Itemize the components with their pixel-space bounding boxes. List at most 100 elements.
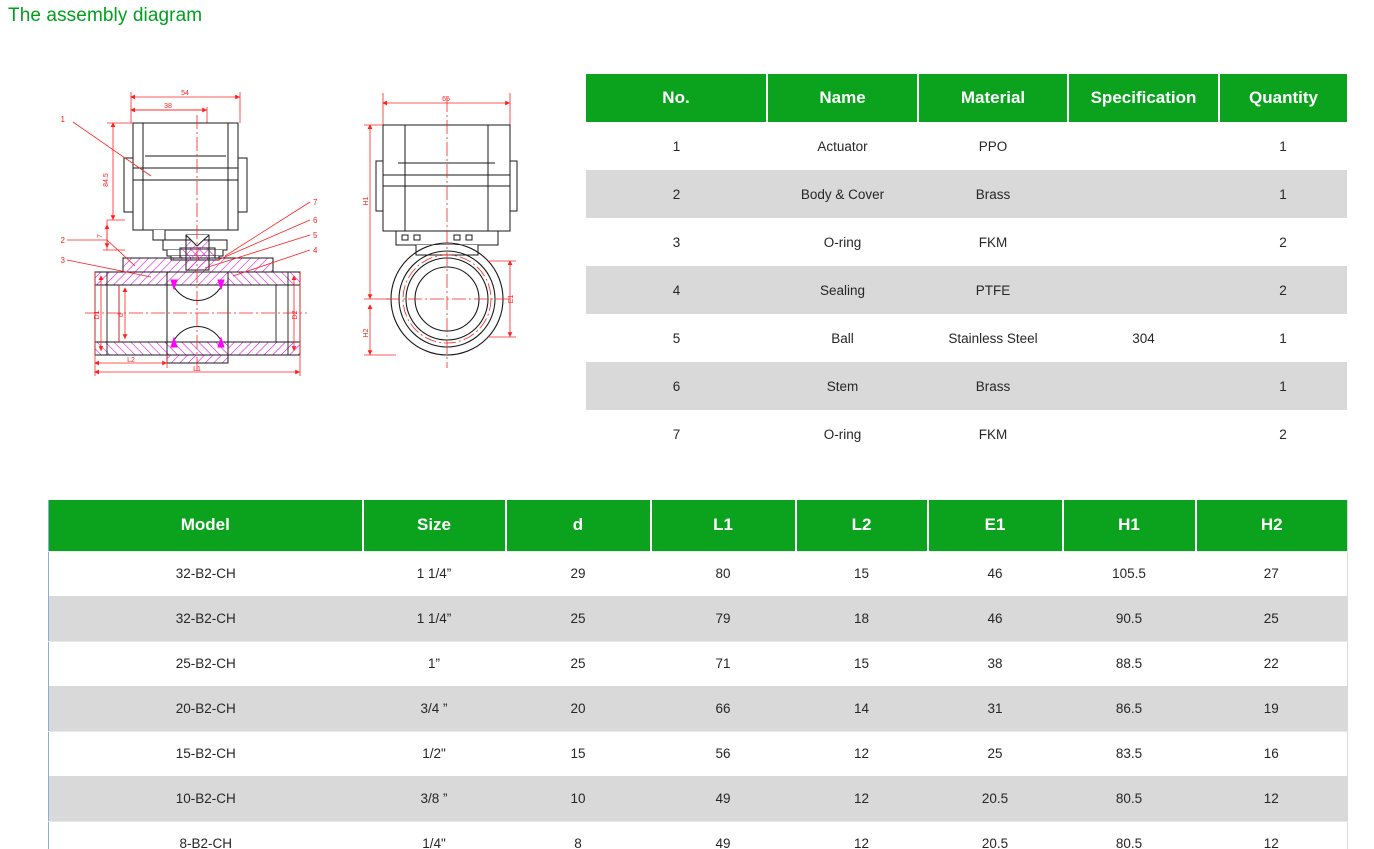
callout-1: 1	[61, 115, 66, 124]
parts-col-name: Name	[766, 74, 919, 122]
cell-e1: 46	[927, 550, 1063, 596]
cell-l1: 56	[650, 730, 796, 776]
dimension-label-D2: D2	[292, 310, 299, 319]
callout-5: 5	[313, 231, 317, 240]
cell-l1: 49	[650, 820, 796, 849]
cell-quantity: 1	[1219, 362, 1347, 410]
cell-name: O-ring	[767, 410, 918, 458]
cell-d: 20	[505, 686, 651, 731]
cell-material: PPO	[918, 122, 1068, 170]
technical-drawings-area: 54 38	[40, 80, 570, 400]
cell-material: FKM	[918, 218, 1068, 266]
table-row: 2 Body & Cover Brass 1	[586, 170, 1347, 218]
cell-l1: 80	[650, 550, 796, 596]
parts-col-material: Material	[917, 74, 1069, 122]
cell-no: 6	[586, 362, 767, 410]
cell-model: 10-B2-CH	[48, 776, 363, 821]
cell-quantity: 2	[1219, 218, 1347, 266]
cell-name: Actuator	[767, 122, 918, 170]
cell-e1: 46	[927, 596, 1063, 641]
cell-no: 4	[586, 266, 767, 314]
cell-material: Stainless Steel	[918, 314, 1068, 362]
cell-specification	[1068, 122, 1219, 170]
parts-col-quantity: Quantity	[1218, 74, 1347, 122]
parts-col-no: No.	[586, 74, 768, 122]
cell-quantity: 2	[1219, 410, 1347, 458]
cell-size: 3/8 ”	[362, 776, 506, 821]
cell-material: FKM	[918, 410, 1068, 458]
cell-e1: 31	[927, 686, 1063, 731]
cell-name: Stem	[767, 362, 918, 410]
cell-size: 1 1/4”	[362, 550, 506, 596]
dimension-label-d: d	[118, 313, 125, 317]
cell-quantity: 1	[1219, 170, 1347, 218]
dimension-label-L2: L2	[127, 357, 135, 364]
cell-model: 8-B2-CH	[48, 820, 363, 849]
cell-l1: 79	[650, 596, 796, 641]
cell-specification	[1068, 218, 1219, 266]
cell-model: 32-B2-CH	[48, 596, 363, 641]
callout-6: 6	[313, 216, 317, 225]
cell-h1: 80.5	[1062, 820, 1196, 849]
spec-col-l1: L1	[649, 500, 797, 551]
side-elevation-drawing: 65	[358, 83, 573, 383]
cell-l2: 12	[795, 730, 928, 776]
cell-size: 3/4 ”	[362, 686, 506, 731]
parts-table-header-row: No. Name Material Specification Quantity	[586, 74, 1347, 122]
spec-col-e1: E1	[926, 500, 1064, 551]
cell-specification: 304	[1068, 314, 1219, 362]
table-row: 10-B2-CH 3/8 ” 10 49 12 20.5 80.5 12	[48, 776, 1348, 821]
cell-l2: 15	[795, 550, 928, 596]
cell-specification	[1068, 170, 1219, 218]
cell-specification	[1068, 362, 1219, 410]
cell-l1: 49	[650, 776, 796, 821]
model-specification-table: Model Size d L1 L2 E1 H1 H2 32-B2-CH 1 1…	[48, 500, 1348, 849]
cell-name: Body & Cover	[767, 170, 918, 218]
cell-model: 20-B2-CH	[48, 686, 363, 731]
spec-col-l2: L2	[794, 500, 929, 551]
parts-list-table: No. Name Material Specification Quantity…	[586, 74, 1347, 458]
cell-l2: 12	[795, 820, 928, 849]
cell-model: 25-B2-CH	[48, 640, 363, 686]
cell-h1: 86.5	[1062, 686, 1196, 731]
table-row: 3 O-ring FKM 2	[586, 218, 1347, 266]
cell-no: 3	[586, 218, 767, 266]
cell-name: Sealing	[767, 266, 918, 314]
table-row: 25-B2-CH 1” 25 71 15 38 88.5 22	[48, 640, 1348, 686]
callout-3: 3	[61, 256, 66, 265]
cell-l2: 15	[795, 640, 928, 686]
cell-e1: 20.5	[927, 776, 1063, 821]
cell-model: 32-B2-CH	[48, 550, 363, 596]
cell-h2: 25	[1195, 596, 1348, 641]
cell-e1: 25	[927, 730, 1063, 776]
cell-no: 1	[586, 122, 767, 170]
cell-no: 7	[586, 410, 767, 458]
dimension-label-84-5: 84.5	[103, 173, 110, 187]
cell-no: 5	[586, 314, 767, 362]
cell-l2: 18	[795, 596, 928, 641]
cell-d: 25	[505, 640, 651, 686]
cell-h2: 22	[1195, 640, 1348, 686]
cell-h1: 83.5	[1062, 730, 1196, 776]
table-row: 8-B2-CH 1/4" 8 49 12 20.5 80.5 12	[48, 820, 1348, 849]
table-row: 32-B2-CH 1 1/4” 25 79 18 46 90.5 25	[48, 596, 1348, 641]
table-row: 32-B2-CH 1 1/4” 29 80 15 46 105.5 27	[48, 550, 1348, 596]
cell-h1: 105.5	[1062, 550, 1196, 596]
table-row: 7 O-ring FKM 2	[586, 410, 1347, 458]
table-row: 15-B2-CH 1/2" 15 56 12 25 83.5 16	[48, 730, 1348, 776]
table-row: 4 Sealing PTFE 2	[586, 266, 1347, 314]
cell-name: Ball	[767, 314, 918, 362]
cross-section-svg: 54 38	[61, 90, 317, 376]
cell-quantity: 2	[1219, 266, 1347, 314]
cell-quantity: 1	[1219, 122, 1347, 170]
cell-size: 1/2"	[362, 730, 506, 776]
cell-material: Brass	[918, 170, 1068, 218]
table-row: 5 Ball Stainless Steel 304 1	[586, 314, 1347, 362]
cell-h2: 12	[1195, 776, 1348, 821]
dimension-label-7: 7	[97, 234, 104, 238]
cross-section-assembly-drawing: 54 38	[55, 80, 317, 380]
cell-specification	[1068, 266, 1219, 314]
page-title: The assembly diagram	[8, 5, 203, 26]
table-row: 1 Actuator PPO 1	[586, 122, 1347, 170]
